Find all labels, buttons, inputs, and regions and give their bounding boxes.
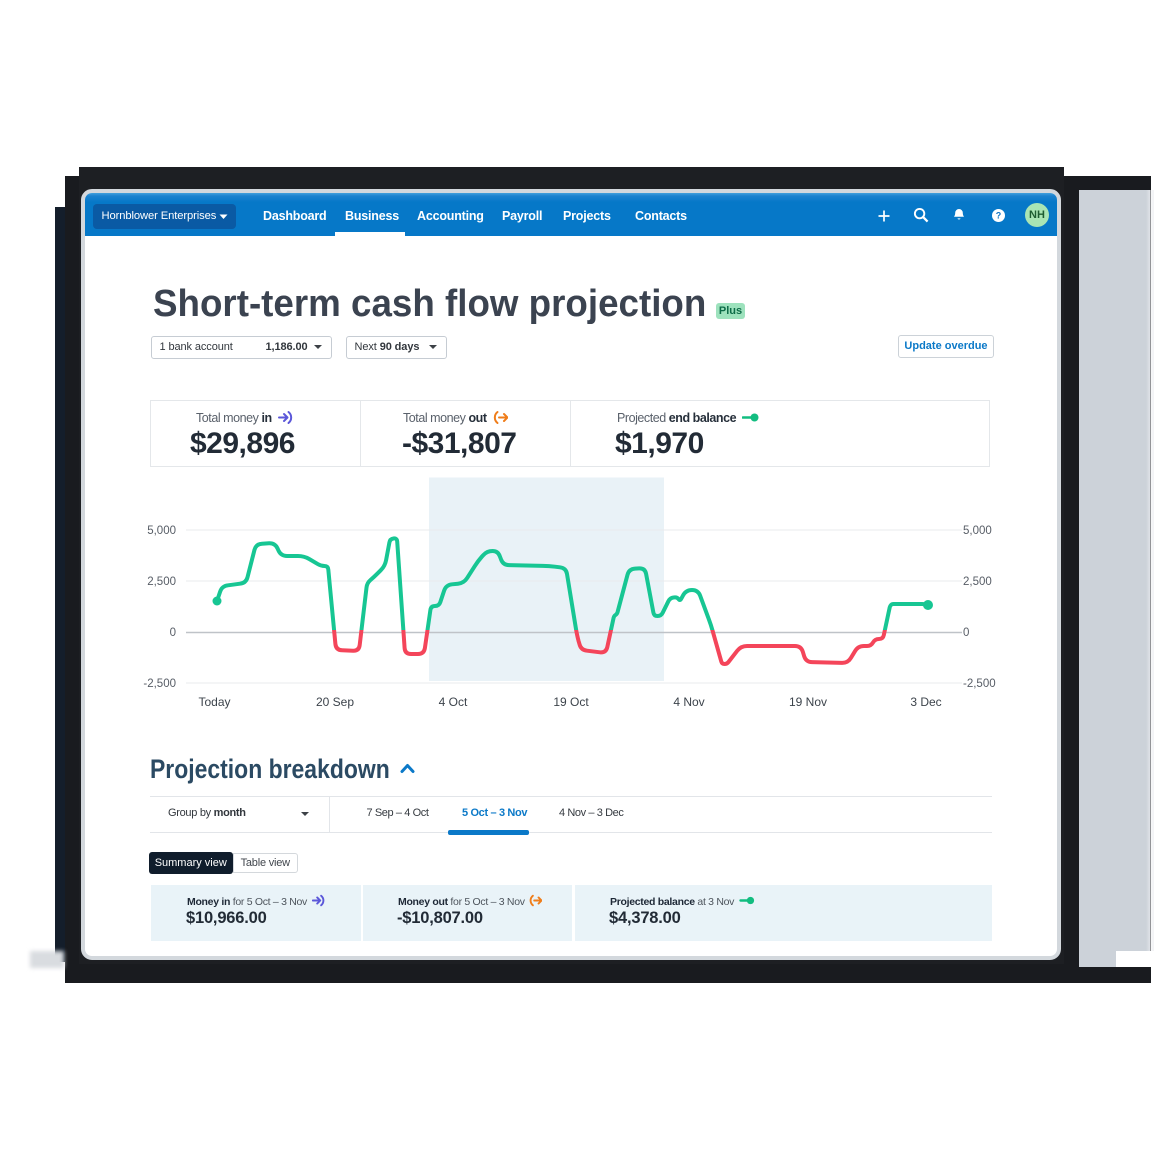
svg-text:19 Nov: 19 Nov xyxy=(789,695,827,709)
svg-text:20 Sep: 20 Sep xyxy=(316,695,354,709)
svg-text:-2,500: -2,500 xyxy=(143,678,176,690)
svg-text:-2,500: -2,500 xyxy=(963,678,996,690)
svg-text:0: 0 xyxy=(963,627,969,639)
svg-text:4 Nov: 4 Nov xyxy=(673,695,704,709)
svg-text:19 Oct: 19 Oct xyxy=(553,695,589,709)
svg-text:2,500: 2,500 xyxy=(963,576,992,588)
svg-text:Today: Today xyxy=(198,695,230,709)
svg-text:0: 0 xyxy=(170,627,176,639)
svg-text:5,000: 5,000 xyxy=(963,525,992,537)
svg-text:3 Dec: 3 Dec xyxy=(910,695,941,709)
svg-text:5,000: 5,000 xyxy=(147,525,176,537)
svg-text:2,500: 2,500 xyxy=(147,576,176,588)
svg-text:?: ? xyxy=(996,211,1002,221)
svg-text:4 Oct: 4 Oct xyxy=(439,695,468,709)
